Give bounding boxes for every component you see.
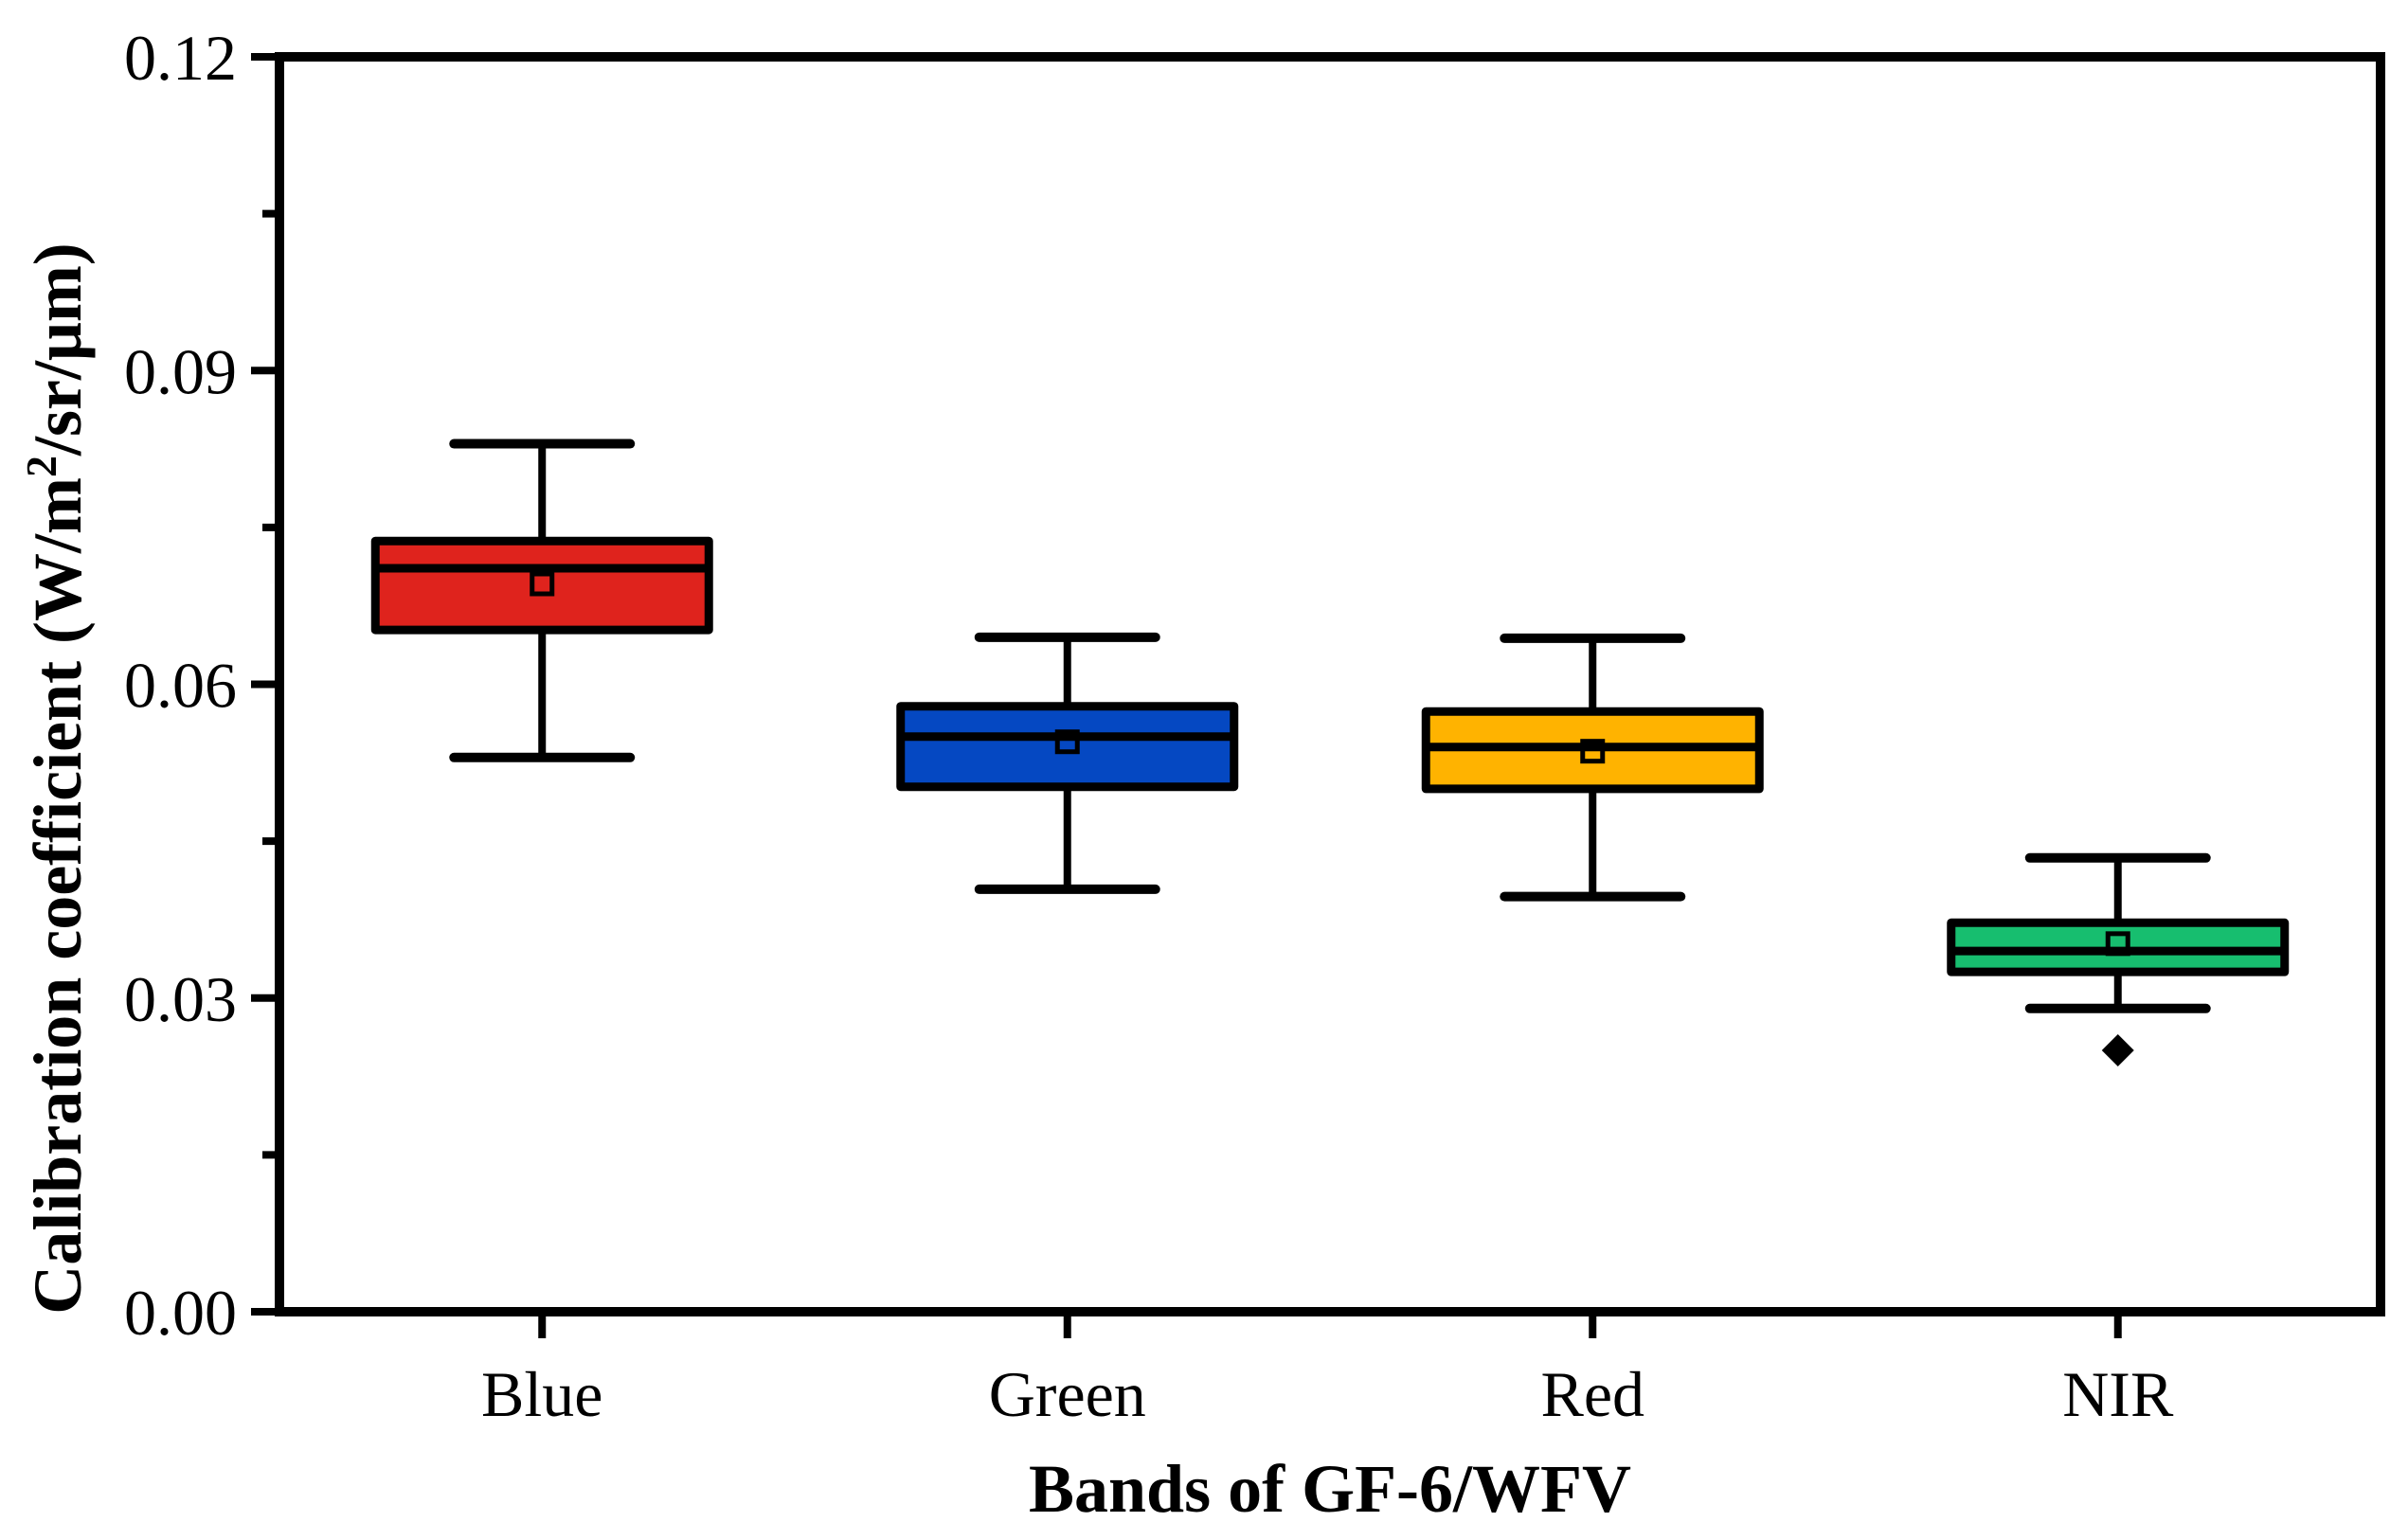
x-tick-label-Blue: Blue (481, 1358, 602, 1430)
y-axis-title: Calibration coefficient (W/m2/sr/μm) (17, 242, 96, 1315)
box-group-Green (896, 632, 1239, 894)
y-tick-label-0.06: 0.06 (124, 650, 237, 722)
iqr-box-Green (896, 702, 1239, 792)
y-tick-label-0.03: 0.03 (124, 963, 237, 1035)
y-tick-label-0.09: 0.09 (124, 335, 237, 407)
plot-frame-group (275, 52, 2385, 1316)
x-axis-group: Blue Green Red NIR (481, 1312, 2174, 1430)
mean-marker-Blue (530, 571, 555, 597)
iqr-box-Blue (370, 536, 713, 635)
x-tick-label-Red: Red (1540, 1358, 1644, 1430)
mean-marker-Green (1054, 729, 1080, 755)
plot-frame (275, 52, 2385, 1316)
box-group-Blue (370, 439, 713, 762)
y-tick-label-0.12: 0.12 (124, 22, 237, 94)
box-group-Red (1421, 633, 1764, 902)
x-tick-label-NIR: NIR (2062, 1358, 2174, 1430)
x-axis-title: Bands of GF-6/WFV (1029, 1451, 1631, 1527)
outlier-NIR-0 (2101, 1033, 2134, 1066)
mean-marker-NIR (2105, 931, 2130, 957)
x-tick-label-Green: Green (989, 1358, 1146, 1430)
y-axis-group: 0.00 0.03 0.06 0.09 0.12 (124, 22, 279, 1349)
mean-marker-Red (1580, 739, 1606, 764)
y-axis-title-group: Calibration coefficient (W/m2/sr/μm) (17, 242, 96, 1315)
y-tick-label-0.00: 0.00 (124, 1277, 237, 1349)
box-group-NIR (1947, 852, 2290, 1066)
boxes-group (370, 439, 2290, 1066)
